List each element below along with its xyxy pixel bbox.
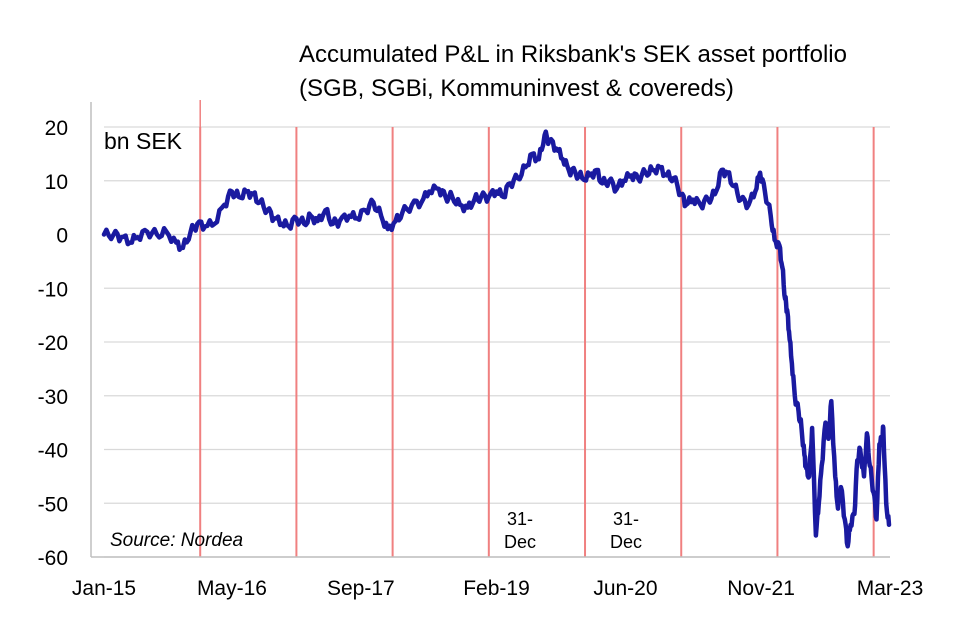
series-line [101,129,892,549]
year-end-markers [199,100,875,557]
x-tick-label: Sep-17 [327,577,395,600]
annotation-1-line-2: Dec [503,532,536,552]
y-tick-label: -50 [38,493,68,516]
source-note: Source: Nordea [110,530,244,551]
chart-title: Accumulated P&L in Riksbank's SEK asset … [299,38,847,106]
y-tick-label: -20 [38,332,68,355]
unit-label: bn SEK [104,128,182,154]
annotation-2-line-1: 31- [612,509,639,529]
y-tick-label: 0 [56,225,68,248]
y-tick-label: -40 [38,440,68,463]
y-tick-label: 10 [45,171,68,194]
chart-title-line-2: (SGB, SGBi, Kommuninvest & covereds) [299,75,734,102]
x-tick-label: Feb-19 [463,577,530,600]
x-tick-label: May-16 [197,577,267,600]
x-tick-label: Jun-20 [593,577,657,600]
x-tick-label: Nov-21 [727,577,795,600]
series-layer [101,129,892,549]
chart-title-line-1: Accumulated P&L in Riksbank's SEK asset … [299,41,847,68]
y-tick-label: -30 [38,386,68,409]
annotation-2-line-2: Dec [609,532,642,552]
annotation-1-line-1: 31- [506,509,533,529]
y-tick-label: -60 [38,547,68,570]
x-axis-ticks: Jan-15 May-16 Sep-17 Feb-19 Jun-20 Nov-21 Mar-… [72,577,923,600]
axes [90,102,890,558]
y-tick-label: -10 [38,278,68,301]
x-tick-label: Mar-23 [857,577,924,600]
y-tick-label: 20 [45,117,68,140]
annotation-31-dec-1: 31- Dec [490,508,550,554]
y-axis-ticks: 20 10 0 -10 -20 -30 -40 -50 -60 [38,117,68,570]
annotation-31-dec-2: 31- Dec [596,508,656,554]
x-tick-label: Jan-15 [72,577,136,600]
